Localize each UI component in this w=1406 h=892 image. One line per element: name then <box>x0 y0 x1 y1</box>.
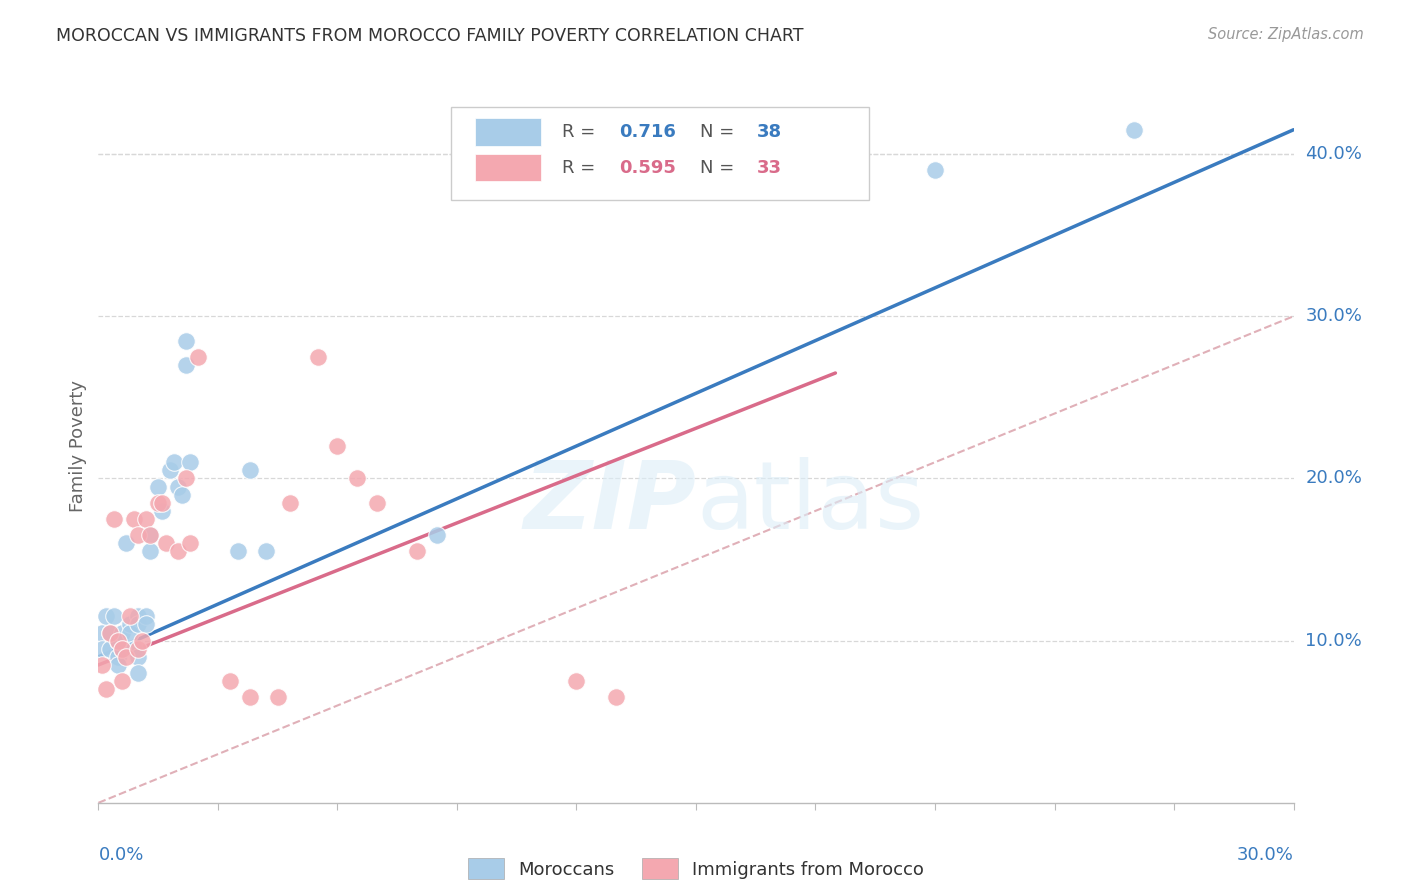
FancyBboxPatch shape <box>451 107 869 200</box>
Point <box>366 496 388 510</box>
Text: 33: 33 <box>756 159 782 177</box>
Point <box>107 633 129 648</box>
FancyBboxPatch shape <box>475 119 540 145</box>
Point <box>127 666 149 681</box>
Point <box>127 528 149 542</box>
Point <box>135 512 157 526</box>
Point <box>605 690 627 705</box>
Point <box>115 536 138 550</box>
Text: 30.0%: 30.0% <box>1305 307 1362 326</box>
Point <box>406 544 429 558</box>
Point <box>120 625 142 640</box>
Point <box>115 649 138 664</box>
Point <box>135 617 157 632</box>
Point <box>96 682 118 697</box>
Point <box>307 350 329 364</box>
Point <box>96 609 118 624</box>
Point <box>103 609 125 624</box>
Point <box>98 625 122 640</box>
Point <box>148 496 170 510</box>
Text: N =: N = <box>700 159 740 177</box>
Point <box>91 625 114 640</box>
Point <box>148 479 170 493</box>
Point <box>124 641 146 656</box>
Point <box>111 641 134 656</box>
Text: 0.716: 0.716 <box>620 123 676 141</box>
Text: MOROCCAN VS IMMIGRANTS FROM MOROCCO FAMILY POVERTY CORRELATION CHART: MOROCCAN VS IMMIGRANTS FROM MOROCCO FAMI… <box>56 27 804 45</box>
Point <box>127 617 149 632</box>
Text: atlas: atlas <box>696 457 924 549</box>
Point <box>124 512 146 526</box>
Point <box>167 544 190 558</box>
FancyBboxPatch shape <box>475 154 540 181</box>
Point <box>239 690 262 705</box>
Point <box>135 609 157 624</box>
Point <box>103 512 125 526</box>
Point <box>139 528 162 542</box>
Text: R =: R = <box>562 123 602 141</box>
Point <box>131 633 153 648</box>
Text: 38: 38 <box>756 123 782 141</box>
Point <box>150 504 173 518</box>
Point <box>1123 122 1146 136</box>
Text: 0.595: 0.595 <box>620 159 676 177</box>
Point <box>179 536 201 550</box>
Point <box>174 471 197 485</box>
Point <box>254 544 277 558</box>
Point <box>924 163 946 178</box>
Point <box>107 633 129 648</box>
Point <box>150 496 173 510</box>
Point <box>174 358 197 372</box>
Point <box>426 528 449 542</box>
Point <box>346 471 368 485</box>
Point <box>127 641 149 656</box>
Point <box>219 674 242 689</box>
Point <box>91 657 114 672</box>
Text: R =: R = <box>562 159 602 177</box>
Point <box>155 536 177 550</box>
Point <box>174 334 197 348</box>
Point <box>159 463 181 477</box>
Point <box>91 641 114 656</box>
Point <box>172 488 194 502</box>
Point <box>565 674 588 689</box>
Point <box>120 617 142 632</box>
Point <box>107 649 129 664</box>
Point <box>111 674 134 689</box>
Text: Source: ZipAtlas.com: Source: ZipAtlas.com <box>1208 27 1364 42</box>
Point <box>98 625 122 640</box>
Point <box>127 609 149 624</box>
Point <box>326 439 349 453</box>
Text: 10.0%: 10.0% <box>1305 632 1362 649</box>
Point <box>267 690 290 705</box>
Point <box>139 528 162 542</box>
Point <box>278 496 301 510</box>
Text: 0.0%: 0.0% <box>98 846 143 863</box>
Point <box>139 544 162 558</box>
Point <box>111 641 134 656</box>
Point <box>98 641 122 656</box>
Text: 30.0%: 30.0% <box>1237 846 1294 863</box>
Legend: Moroccans, Immigrants from Morocco: Moroccans, Immigrants from Morocco <box>461 851 931 887</box>
Point <box>163 455 186 469</box>
Text: N =: N = <box>700 123 740 141</box>
Text: ZIP: ZIP <box>523 457 696 549</box>
Text: 40.0%: 40.0% <box>1305 145 1362 163</box>
Point <box>167 479 190 493</box>
Y-axis label: Family Poverty: Family Poverty <box>69 380 87 512</box>
Point <box>120 609 142 624</box>
Point <box>187 350 209 364</box>
Point <box>127 649 149 664</box>
Point <box>239 463 262 477</box>
Point <box>107 657 129 672</box>
Point <box>111 625 134 640</box>
Text: 20.0%: 20.0% <box>1305 469 1362 487</box>
Point <box>179 455 201 469</box>
Point <box>226 544 249 558</box>
